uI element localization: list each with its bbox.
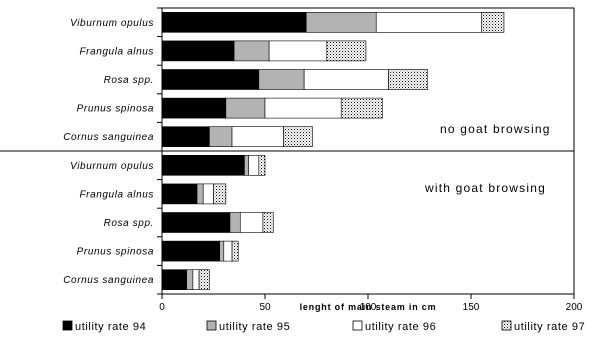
bar-segment bbox=[248, 155, 260, 176]
bar-segment bbox=[233, 40, 270, 62]
panel-annotation: with goat browsing bbox=[424, 181, 546, 195]
bar-segment bbox=[326, 40, 367, 62]
bar-segment bbox=[161, 155, 245, 176]
bar-segment bbox=[192, 269, 200, 291]
legend-swatch bbox=[352, 320, 363, 331]
bar-segment bbox=[223, 240, 233, 262]
category-label: Viburnum opulus bbox=[70, 18, 154, 29]
bar-segment bbox=[231, 240, 239, 262]
bar-segment bbox=[198, 269, 210, 291]
category-label: Frangula alnus bbox=[79, 46, 154, 57]
bar-segment bbox=[340, 97, 383, 119]
legend-label: utility rate 96 bbox=[365, 321, 436, 333]
legend-swatch bbox=[62, 320, 73, 331]
legend-label: utility rate 97 bbox=[514, 321, 585, 333]
bar-segment bbox=[202, 183, 214, 205]
legend-label: utility rate 94 bbox=[75, 321, 146, 333]
bar-segment bbox=[264, 97, 342, 119]
bar-segment bbox=[161, 12, 307, 33]
bar-segment bbox=[303, 69, 389, 90]
x-tick-label: 0 bbox=[159, 302, 165, 313]
bar-segment bbox=[161, 69, 260, 90]
bar-segment bbox=[305, 12, 377, 33]
bar-segment bbox=[186, 269, 194, 291]
bar-segment bbox=[262, 212, 274, 233]
bar-segment bbox=[244, 155, 249, 176]
bar-segment bbox=[161, 97, 227, 119]
bar-segment bbox=[239, 212, 264, 233]
bar-segment bbox=[283, 126, 313, 147]
bar-segment bbox=[161, 183, 198, 205]
bar-segment bbox=[161, 212, 231, 233]
x-tick-label: 200 bbox=[566, 302, 583, 313]
bar-segment bbox=[161, 269, 188, 291]
bar-segment bbox=[231, 126, 284, 147]
category-label: Cornus sanguinea bbox=[63, 275, 154, 286]
plot-area: Viburnum opulus Frangula alnus Rosa spp. Pr… bbox=[0, 7, 583, 313]
category-label: Frangula alnus bbox=[79, 189, 154, 200]
bar-segment bbox=[258, 69, 305, 90]
legend: utility rate 94 utility rate 95 utility ra… bbox=[62, 320, 585, 333]
bar-segment bbox=[229, 212, 241, 233]
panel-annotation: no goat browsing bbox=[440, 122, 551, 136]
x-tick-label: 150 bbox=[463, 302, 480, 313]
category-label: Cornus sanguinea bbox=[63, 132, 154, 143]
bar-segment bbox=[161, 240, 220, 262]
category-label: Prunus spinosa bbox=[77, 247, 154, 258]
x-axis-title: lenght of main steam in cm bbox=[300, 302, 437, 312]
category-label: Rosa spp. bbox=[104, 218, 154, 229]
bar-segment bbox=[161, 40, 235, 62]
category-label: Prunus spinosa bbox=[77, 104, 154, 115]
legend-swatch bbox=[501, 320, 512, 331]
bar-segment bbox=[480, 12, 505, 33]
bar-segment bbox=[388, 69, 429, 90]
bar-segment bbox=[258, 155, 266, 176]
legend-label: utility rate 95 bbox=[219, 321, 290, 333]
bar-segment bbox=[196, 183, 204, 205]
category-label: Rosa spp. bbox=[104, 75, 154, 86]
category-label: Viburnum opulus bbox=[70, 161, 154, 172]
bar-segment bbox=[209, 126, 233, 147]
bar-segment bbox=[219, 240, 225, 262]
x-tick-label: 50 bbox=[259, 302, 271, 313]
bar-segment bbox=[225, 97, 266, 119]
bar-segment bbox=[375, 12, 482, 33]
bar-segment bbox=[213, 183, 227, 205]
legend-swatch bbox=[206, 320, 217, 331]
bar-segment bbox=[268, 40, 328, 62]
bar-segment bbox=[161, 126, 210, 147]
x-tick-label: 100 bbox=[360, 302, 377, 313]
